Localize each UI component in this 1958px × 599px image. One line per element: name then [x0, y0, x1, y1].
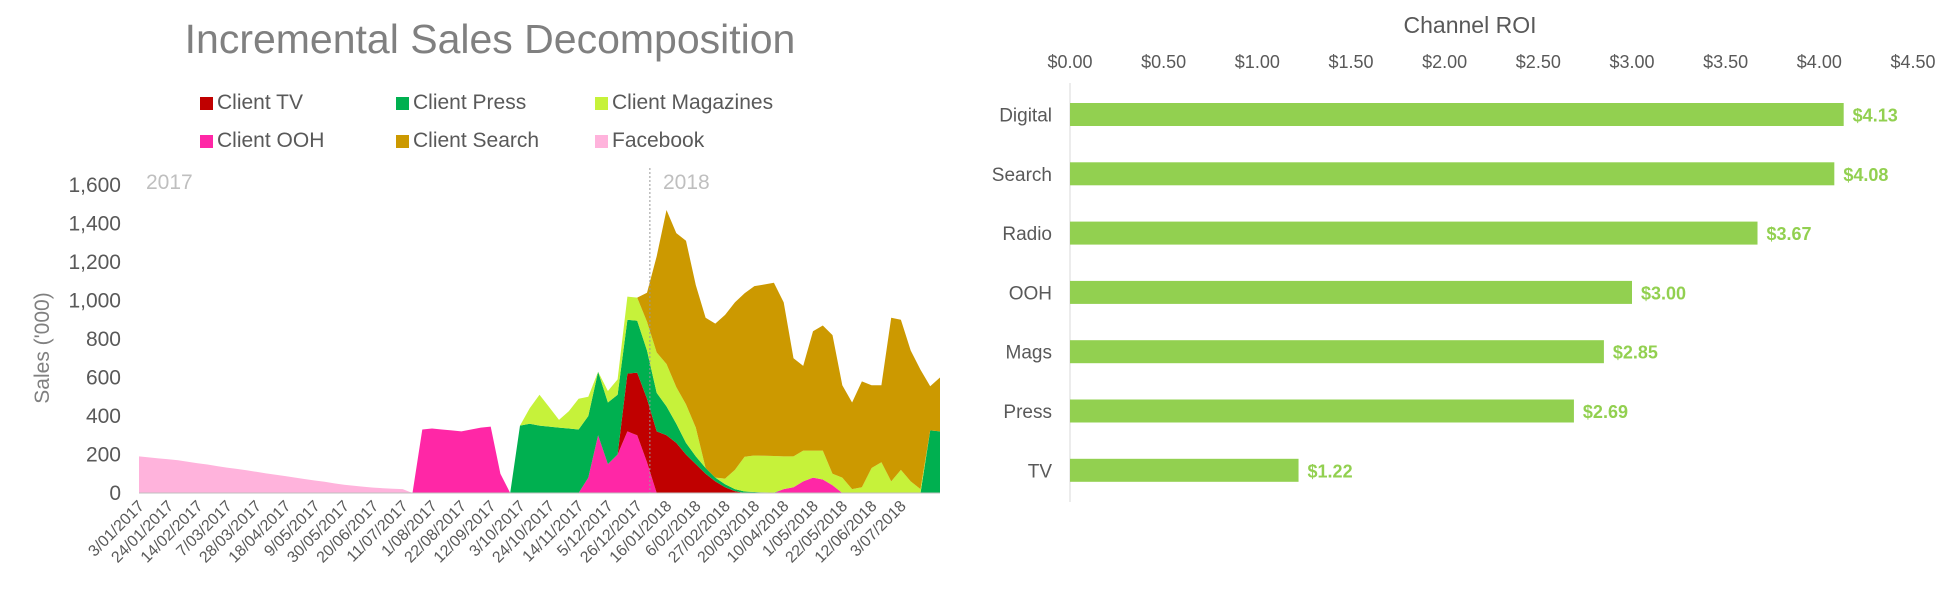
roi-value-label: $1.22	[1308, 461, 1353, 481]
roi-category-label: Radio	[1002, 224, 1052, 245]
roi-category-label: Press	[1003, 402, 1052, 423]
chart-title: Incremental Sales Decomposition	[185, 16, 796, 62]
y-axis-label: Sales ('000)	[31, 292, 54, 403]
roi-bar	[1070, 280, 1632, 304]
area-series-client-press	[139, 319, 940, 493]
legend: Client TV Client Press Client Magazines Cli…	[200, 91, 773, 152]
roi-value-label: $2.85	[1613, 343, 1658, 363]
roi-bar	[1070, 103, 1844, 126]
legend-swatch	[595, 135, 608, 148]
y-tick-label: 1,000	[68, 290, 121, 313]
area-series-facebook	[139, 456, 940, 493]
legend-entry: Client Press	[413, 91, 526, 114]
year-label-2017: 2017	[146, 171, 193, 194]
roi-bar	[1070, 340, 1604, 364]
roi-x-tick-label: $2.50	[1516, 52, 1561, 72]
roi-bar	[1070, 399, 1574, 423]
legend-swatch	[396, 135, 409, 148]
legend-entry: Client TV	[217, 91, 303, 114]
roi-x-tick-label: $4.00	[1797, 52, 1842, 72]
roi-category-label: Search	[992, 165, 1052, 186]
legend-entry: Client Magazines	[612, 91, 773, 114]
y-tick-label: 400	[86, 405, 121, 428]
legend-swatch	[200, 97, 213, 110]
roi-x-axis: $0.00 $0.50 $1.00 $1.50 $2.00 $2.50 $3.00 $3.50…	[1047, 52, 1935, 72]
roi-category-label: Mags	[1006, 343, 1052, 364]
y-tick-label: 800	[86, 328, 121, 351]
roi-value-label: $3.00	[1641, 283, 1686, 303]
roi-x-tick-label: $4.50	[1890, 52, 1935, 72]
channel-roi-chart: Channel ROI $0.00 $0.50 $1.00 $1.50 $2.00 $2.…	[992, 12, 1936, 502]
roi-x-tick-label: $0.00	[1047, 52, 1092, 72]
legend-entry: Facebook	[612, 129, 705, 152]
roi-x-tick-label: $1.00	[1235, 52, 1280, 72]
roi-value-label: $2.69	[1583, 402, 1628, 422]
roi-bar	[1070, 162, 1835, 186]
year-label-2018: 2018	[663, 171, 710, 194]
legend-swatch	[595, 97, 608, 110]
y-axis: 0 200 400 600 800 1,000 1,200 1,400 1,600	[68, 174, 121, 505]
y-tick-label: 1,200	[68, 251, 121, 274]
legend-entry: Client Search	[413, 129, 539, 152]
y-tick-label: 600	[86, 367, 121, 390]
roi-value-label: $4.08	[1843, 165, 1888, 185]
roi-x-tick-label: $2.00	[1422, 52, 1467, 72]
stacked-areas	[139, 210, 940, 493]
area-series-client-magazines	[139, 296, 940, 493]
roi-value-label: $4.13	[1853, 106, 1898, 126]
legend-swatch	[396, 97, 409, 110]
roi-category-label: TV	[1028, 461, 1053, 482]
roi-x-tick-label: $3.50	[1703, 52, 1748, 72]
roi-bar	[1070, 458, 1299, 482]
y-tick-label: 0	[109, 482, 121, 505]
roi-bars: Digital $4.13 Search $4.08 Radio $3.67 OOH $3.0…	[992, 103, 1898, 482]
roi-x-tick-label: $3.00	[1609, 52, 1654, 72]
legend-entry: Client OOH	[217, 129, 324, 152]
roi-category-label: Digital	[999, 106, 1052, 127]
area-series-client-search	[139, 210, 940, 493]
legend-swatch	[200, 135, 213, 148]
chart-title-roi: Channel ROI	[1404, 12, 1537, 38]
y-tick-label: 200	[86, 444, 121, 467]
roi-x-tick-label: $1.50	[1328, 52, 1373, 72]
incremental-sales-chart: Incremental Sales Decomposition Client T…	[31, 16, 940, 566]
x-axis: 3/01/201724/01/201714/02/20177/03/201728…	[85, 492, 940, 566]
y-tick-label: 1,400	[68, 213, 121, 236]
roi-x-tick-label: $0.50	[1141, 52, 1186, 72]
roi-value-label: $3.67	[1767, 224, 1812, 244]
roi-category-label: OOH	[1009, 283, 1052, 304]
roi-bar	[1070, 221, 1758, 245]
y-tick-label: 1,600	[68, 174, 121, 197]
